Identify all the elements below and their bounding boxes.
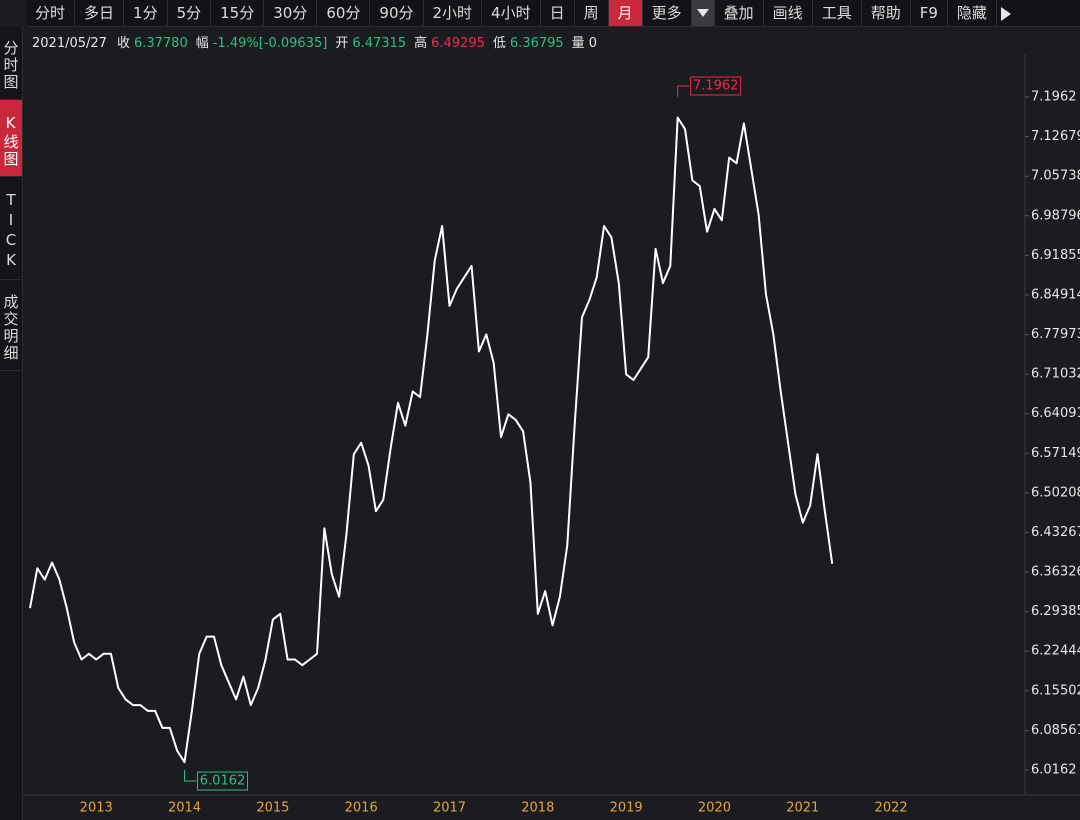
period-button[interactable]: 多日 [75, 0, 125, 26]
marker-label: 6.0162 [200, 774, 246, 789]
period-button[interactable]: 更多 [643, 0, 692, 26]
field-label: 开 [335, 36, 349, 51]
field-value: 6.36795 [509, 36, 564, 51]
field-label: 收 [116, 36, 130, 51]
y-tick-label: 6.64091 [1031, 406, 1080, 421]
y-tick-label: 6.77973 [1031, 327, 1080, 342]
x-tick-label: 2019 [610, 801, 643, 816]
marker-connector [677, 85, 690, 97]
period-button[interactable]: 4小时 [482, 0, 541, 26]
x-tick-label: 2016 [345, 801, 378, 816]
period-button[interactable]: 90分 [370, 0, 424, 26]
period-button[interactable]: 月 [608, 0, 643, 26]
date: 2021/05/27 [32, 36, 107, 51]
x-tick-label: 2017 [433, 801, 466, 816]
period-button[interactable]: 1分 [124, 0, 168, 26]
period-button[interactable]: 日 [541, 0, 575, 26]
marker-box [690, 76, 742, 96]
field-value: 6.37780 [133, 36, 188, 51]
y-tick-label: 6.08561 [1031, 723, 1080, 738]
side-tab[interactable]: 成交明细 [0, 280, 22, 371]
info-bar: 2021/05/27 收 6.37780 幅 -1.49%[-0.09635] 开 6.47… [32, 32, 605, 51]
y-tick-label: 6.36326 [1031, 565, 1080, 580]
price-line [28, 116, 834, 764]
tool-button[interactable]: 工具 [813, 0, 862, 26]
y-tick-label: 6.43267 [1031, 525, 1080, 540]
marker-label: 7.1962 [693, 78, 739, 93]
period-button[interactable]: 2小时 [424, 0, 483, 26]
sidebar: 分时图 K线图 TICK 成交明细 [0, 26, 23, 820]
field-value: -1.49%[-0.09635] [212, 36, 328, 51]
field-value: 6.49295 [431, 36, 485, 51]
marker-box [197, 771, 249, 791]
dropdown-icon [696, 9, 709, 17]
period-button[interactable]: 分时 [26, 0, 76, 26]
field-label: 量 [571, 36, 585, 51]
period-button[interactable]: 5分 [168, 0, 212, 26]
x-tick-label: 2013 [80, 801, 113, 816]
x-tick-label: 2014 [168, 801, 201, 816]
side-tab[interactable]: TICK [0, 177, 22, 280]
field-value: 0 [588, 36, 597, 51]
period-button[interactable]: 60分 [317, 0, 371, 26]
toolbar: 分时 多日 1分 5分 15分 30分 60分 90分 2小时 4小时日周月更多 叠加 画线 工具 帮助… [26, 0, 1080, 27]
y-tick-label: 6.50208 [1031, 485, 1080, 500]
side-tab[interactable]: K线图 [0, 100, 22, 177]
tool-button[interactable]: F9 [911, 0, 948, 26]
tool-button[interactable]: 叠加 [715, 0, 764, 26]
dropdown-button[interactable] [691, 0, 715, 26]
y-tick-label: 6.0162 [1031, 763, 1077, 778]
y-tick-label: 6.22444 [1031, 644, 1080, 659]
field-label: 低 [492, 36, 506, 51]
x-tick-label: 2018 [521, 801, 554, 816]
y-tick-label: 6.98796 [1031, 208, 1080, 223]
field-label: 幅 [195, 36, 209, 51]
y-tick-label: 6.84914 [1031, 287, 1080, 302]
marker-connector [184, 770, 197, 782]
expand-icon [1000, 6, 1011, 21]
period-group: 分时 多日 1分 5分 15分 30分 60分 90分 2小时 4小时日周月更多 [26, 0, 692, 26]
tool-button[interactable]: 画线 [764, 0, 813, 26]
tool-group: 叠加 画线 工具 帮助 F9 隐藏 [715, 0, 997, 26]
x-tick-label: 2015 [256, 801, 289, 816]
period-button[interactable]: 30分 [264, 0, 318, 26]
period-button[interactable]: 周 [575, 0, 609, 26]
expand-button[interactable] [997, 0, 1015, 26]
period-button[interactable]: 15分 [211, 0, 265, 26]
tool-button[interactable]: 帮助 [862, 0, 911, 26]
x-tick-label: 2020 [698, 801, 731, 816]
field-label: 高 [414, 36, 428, 51]
field-value: 6.47315 [352, 36, 407, 51]
y-tick-label: 6.71032 [1031, 367, 1080, 382]
y-tick-label: 7.05738 [1031, 169, 1080, 184]
y-tick-label: 6.15502 [1031, 683, 1080, 698]
y-tick-label: 6.29385 [1031, 604, 1080, 619]
y-tick-label: 7.1962 [1031, 89, 1077, 104]
x-tick-label: 2021 [786, 801, 819, 816]
tool-button[interactable]: 隐藏 [948, 0, 997, 26]
side-tab[interactable]: 分时图 [0, 26, 22, 100]
y-tick-label: 7.12679 [1031, 129, 1080, 144]
y-tick-label: 6.91855 [1031, 248, 1080, 263]
x-tick-label: 2022 [875, 801, 908, 816]
y-tick-label: 6.57149 [1031, 446, 1080, 461]
